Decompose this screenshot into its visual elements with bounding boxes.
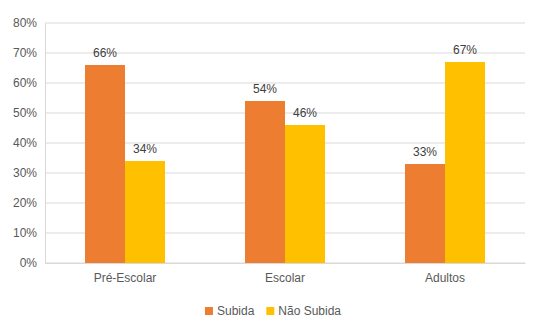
x-tick-label: Escolar: [265, 271, 305, 285]
y-tick-label: 70%: [13, 46, 37, 60]
y-tick: 20%: [13, 196, 45, 210]
legend-item: Não Subida: [266, 304, 341, 318]
data-label: 54%: [253, 82, 277, 96]
y-tick-label: 0%: [20, 256, 38, 270]
bar: [85, 65, 125, 263]
y-tick-label: 10%: [13, 226, 37, 240]
x-tick: Escolar: [265, 263, 305, 285]
legend-swatch: [266, 307, 274, 315]
y-axis: 0% 10% 20% 30% 40% 50% 60% 70% 80%: [13, 16, 46, 270]
y-tick: 50%: [13, 106, 45, 120]
x-tick-label: Pré-Escolar: [94, 271, 157, 285]
y-tick-label: 20%: [13, 196, 37, 210]
y-tick: 60%: [13, 76, 45, 90]
y-tick: 10%: [13, 226, 45, 240]
y-tick: 40%: [13, 136, 45, 150]
x-axis-line: [46, 263, 526, 264]
x-tick-label: Adultos: [425, 271, 465, 285]
legend-label: Não Subida: [278, 304, 341, 318]
y-tick-label: 50%: [13, 106, 37, 120]
y-tick: 70%: [13, 46, 45, 60]
y-tick-label: 40%: [13, 136, 37, 150]
y-tick-label: 30%: [13, 166, 37, 180]
bar: [445, 62, 485, 263]
bars: [85, 62, 485, 263]
y-tick: 30%: [13, 166, 45, 180]
y-tick: 80%: [13, 16, 45, 30]
x-axis: Pré-Escolar Escolar Adultos: [46, 263, 526, 285]
legend-label: Subida: [217, 304, 255, 318]
bar: [285, 125, 325, 263]
x-tick: Adultos: [425, 263, 465, 285]
legend-swatch: [205, 307, 213, 315]
legend: Subida Não Subida: [205, 304, 341, 318]
bar: [405, 164, 445, 263]
y-tick-label: 60%: [13, 76, 37, 90]
y-tick-label: 80%: [13, 16, 37, 30]
grid-line: [45, 23, 525, 24]
bar: [125, 161, 165, 263]
bar: [245, 101, 285, 263]
data-labels: 66% 54% 33% 34% 46% 67%: [93, 43, 477, 159]
legend-item: Subida: [205, 304, 255, 318]
grid: [45, 23, 525, 263]
data-label: 67%: [453, 43, 477, 57]
x-tick: Pré-Escolar: [94, 263, 157, 285]
y-tick: 0%: [20, 256, 45, 270]
y-axis-line: [45, 24, 46, 264]
data-label: 33%: [413, 145, 437, 159]
data-label: 34%: [133, 142, 157, 156]
data-label: 66%: [93, 46, 117, 60]
data-label: 46%: [293, 106, 317, 120]
chart: 0% 10% 20% 30% 40% 50% 60% 70% 80% Pré-Escolar Esc…: [0, 0, 546, 336]
